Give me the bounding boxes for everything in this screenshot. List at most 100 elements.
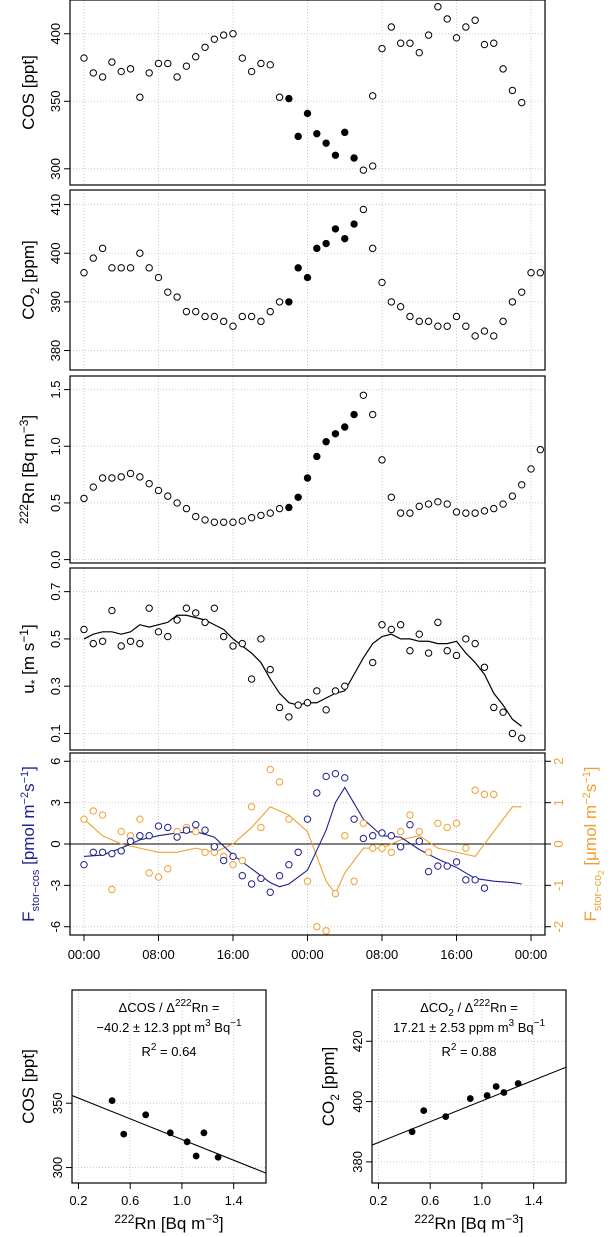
co2-open-point: [368, 244, 377, 253]
cos-open-point: [136, 93, 144, 101]
x-tick-label: 1.0: [173, 1193, 191, 1208]
y-tick-label-right: -1: [551, 880, 566, 892]
cos-flux-point: [145, 832, 153, 840]
label-part: F: [581, 911, 600, 921]
regression-point: [500, 1089, 508, 1096]
label-part: [μmol m: [581, 805, 600, 871]
label-part: = 0.88: [456, 1044, 496, 1059]
label-part: / Δ: [454, 1000, 474, 1015]
radon-open-point: [201, 516, 209, 524]
co2-open-point: [471, 332, 479, 340]
co2-open-point: [527, 269, 535, 277]
co2-flux-line: [83, 806, 522, 895]
radon-open-point: [164, 492, 172, 500]
cos-open-point: [108, 58, 116, 66]
co2-open-point: [210, 312, 219, 321]
x-tick-label: 00:00: [515, 947, 548, 962]
co2-flux-point: [424, 848, 433, 856]
co2-open-point: [266, 307, 274, 316]
r-squared: R2 = 0.64: [141, 1042, 196, 1059]
cos-open-point: [117, 67, 125, 76]
regression-point: [442, 1113, 450, 1121]
radon-open-point: [499, 500, 507, 508]
y-tick-label: 0.5: [48, 630, 63, 648]
ustar-point: [396, 621, 405, 629]
co2-flux-point: [136, 815, 144, 823]
co2-flux-point: [313, 923, 321, 931]
co2-open-point: [387, 298, 396, 306]
radon-filled-point: [303, 474, 312, 482]
cos-flux-point: [378, 829, 386, 837]
y-tick-label-left: 0: [48, 840, 63, 847]
y-tick-label: 380: [48, 340, 63, 362]
cos-open-point: [406, 39, 414, 47]
cos-flux-point: [322, 772, 330, 781]
co2-filled-point: [303, 273, 312, 282]
cos-filled-point: [341, 128, 349, 137]
label-part: Δ: [119, 1000, 128, 1015]
label-part: 2: [597, 870, 606, 875]
ustar-point: [452, 651, 461, 660]
slope-value: −40.2 ± 12.3 ppt m3 Bq−1: [96, 1018, 242, 1035]
label-part: −3: [17, 419, 31, 433]
label-part: CO: [429, 1000, 449, 1015]
radon-open-point: [406, 509, 414, 517]
ustar-point: [294, 701, 302, 709]
regression-point: [120, 1130, 128, 1138]
label-part: [ppm]: [319, 1047, 338, 1094]
cos-open-point: [368, 92, 377, 100]
label-part: ]: [19, 624, 38, 629]
ustar-point: [471, 639, 479, 648]
ustar-point: [266, 665, 274, 674]
radon-filled-point: [322, 438, 330, 446]
label-part: −1: [230, 1018, 242, 1029]
label-part: 2: [151, 1042, 157, 1053]
ustar-point: [238, 639, 247, 648]
regression-point: [466, 1095, 474, 1102]
label-part: *: [28, 679, 42, 684]
cos-filled-point: [322, 139, 330, 147]
co2-flux-point: [192, 827, 200, 836]
co2-open-point: [490, 332, 498, 340]
regression-point: [408, 1128, 416, 1136]
cos-flux-point: [303, 815, 312, 823]
y-tick-label-left: 3: [48, 799, 63, 806]
co2-open-point: [518, 288, 526, 296]
cos-open-point: [247, 67, 256, 76]
ustar-point: [424, 649, 433, 657]
label-part: 222: [473, 998, 490, 1009]
cos-flux-point: [471, 876, 479, 884]
co2-flux-point: [341, 832, 349, 840]
label-part: 222: [17, 504, 31, 524]
co2-open-point: [406, 312, 414, 321]
cos-open-point: [98, 73, 107, 81]
y-tick-label: 1.5: [48, 381, 63, 399]
y-tick-label: 400: [350, 1091, 365, 1113]
radon-open-point: [154, 486, 163, 495]
cos-open-point: [192, 53, 200, 61]
ustar-point: [303, 699, 312, 707]
ustar-point: [331, 687, 340, 695]
x-tick-label: 1.4: [525, 1193, 543, 1208]
cos-flux-point: [294, 848, 302, 856]
ustar-point: [210, 604, 219, 612]
ustar-point: [229, 642, 237, 650]
radon-open-point: [443, 500, 451, 508]
radon-open-point: [368, 410, 377, 419]
label-part: 17.21 ± 2.53 ppm m: [393, 1020, 509, 1035]
ustar-point: [443, 647, 451, 655]
cos-flux-point: [182, 826, 191, 834]
label-part: = 0.64: [156, 1044, 196, 1059]
co2-open-point: [117, 264, 125, 272]
label-part: [pmol m: [19, 804, 38, 869]
cos-open-point: [452, 34, 461, 42]
co2-flux-point: [285, 815, 293, 823]
label-part: s: [19, 783, 38, 792]
cos-filled-point: [294, 132, 302, 141]
ustar-point: [136, 639, 144, 648]
y-tick-label: 400: [48, 23, 63, 45]
co2-y-axis-label: CO2 [ppm]: [19, 240, 42, 319]
ustar-point: [247, 675, 256, 683]
plot-frame: [69, 189, 546, 371]
